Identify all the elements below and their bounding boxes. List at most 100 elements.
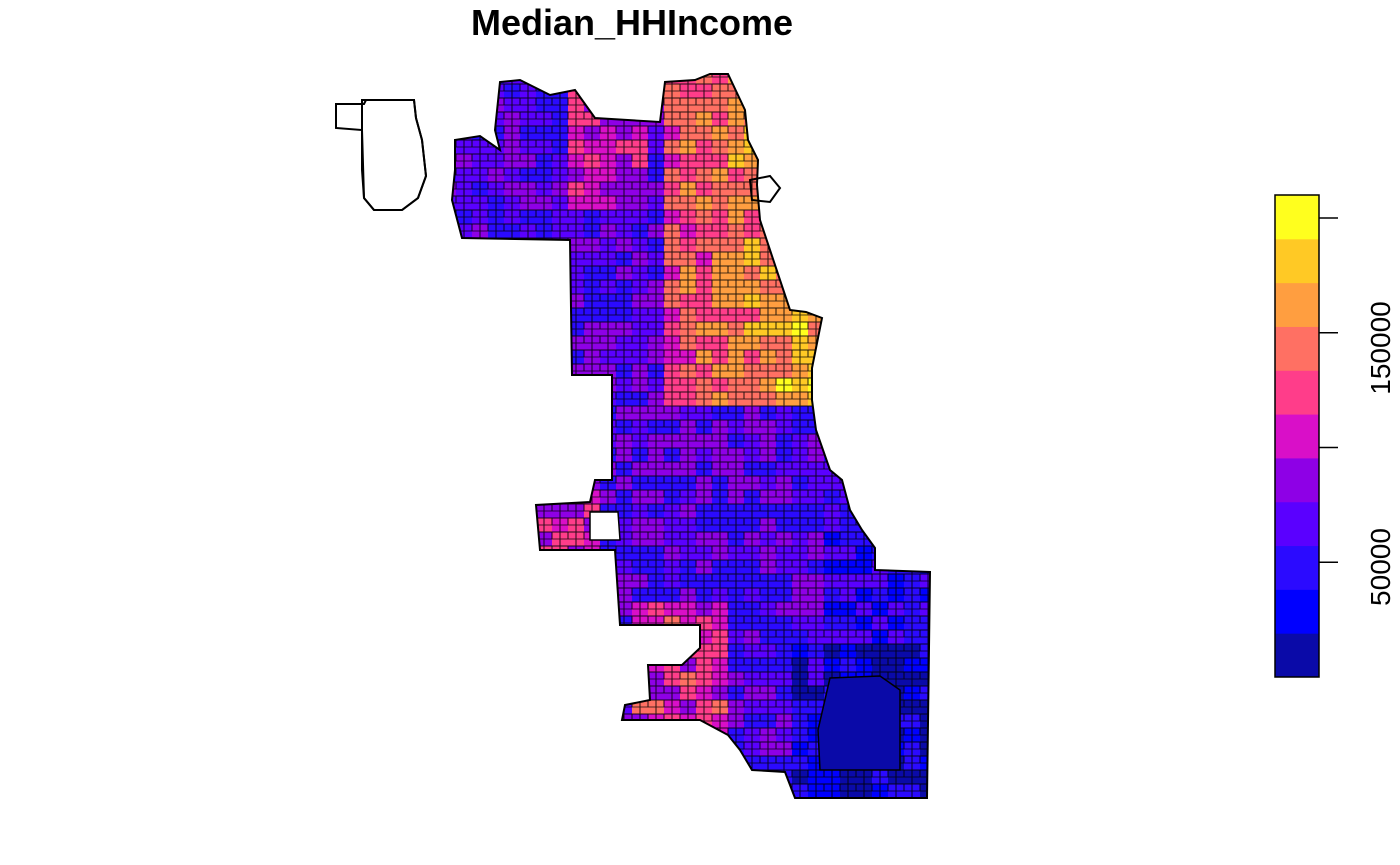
tract (504, 322, 520, 336)
tract (808, 224, 824, 238)
tract (520, 602, 536, 616)
tract (440, 742, 456, 756)
tract (648, 770, 664, 784)
tract (904, 140, 920, 154)
tract (824, 196, 840, 210)
tract (584, 784, 600, 798)
tract (904, 420, 920, 434)
tract (584, 798, 600, 812)
tract (536, 308, 552, 322)
tract (520, 504, 536, 518)
tract (840, 238, 856, 252)
tract (568, 616, 584, 630)
tract (488, 252, 504, 266)
tract (536, 672, 552, 686)
tract (488, 686, 504, 700)
legend-swatch (1275, 457, 1319, 503)
tract (504, 588, 520, 602)
tract (568, 686, 584, 700)
tract (536, 434, 552, 448)
tract (440, 560, 456, 574)
tract (488, 728, 504, 742)
tract (568, 406, 584, 420)
tract (568, 644, 584, 658)
tract (504, 504, 520, 518)
tract (920, 126, 930, 140)
tract (808, 210, 824, 224)
tract (488, 518, 504, 532)
tract (840, 112, 856, 126)
tract (920, 392, 930, 406)
tract (616, 686, 632, 700)
tract (872, 210, 888, 224)
tract (888, 238, 904, 252)
tract (536, 644, 552, 658)
tract (904, 518, 920, 532)
tract (632, 742, 648, 756)
tract (536, 714, 552, 728)
tract (600, 742, 616, 756)
tract (520, 672, 536, 686)
tract (712, 742, 728, 756)
tract (824, 280, 840, 294)
tract (456, 322, 472, 336)
tract (888, 294, 904, 308)
tract (904, 168, 920, 182)
tract (920, 266, 930, 280)
tract (568, 574, 584, 588)
tract (856, 322, 872, 336)
tract (760, 210, 776, 224)
tract (856, 798, 872, 812)
tract (488, 798, 504, 812)
tract (616, 798, 632, 812)
tract (456, 532, 472, 546)
tract (920, 322, 930, 336)
tract (472, 798, 488, 812)
tract (472, 322, 488, 336)
tract (616, 644, 632, 658)
tract (504, 490, 520, 504)
tract (920, 448, 930, 462)
tract (456, 308, 472, 322)
tract (744, 784, 760, 798)
tract (808, 112, 824, 126)
tract (552, 658, 568, 672)
tract (776, 798, 792, 812)
tract (776, 210, 792, 224)
tract (824, 392, 840, 406)
tract (520, 434, 536, 448)
tract (808, 266, 824, 280)
tract (728, 784, 744, 798)
tract (888, 140, 904, 154)
tract (872, 126, 888, 140)
tract (632, 798, 648, 812)
tract (504, 630, 520, 644)
tract (680, 770, 696, 784)
tract (456, 602, 472, 616)
tract (520, 714, 536, 728)
tract (824, 210, 840, 224)
tract (632, 630, 648, 644)
tract (872, 476, 888, 490)
tract (520, 742, 536, 756)
tract (824, 798, 840, 812)
lakefront-tract-outline (748, 174, 782, 204)
tract (888, 420, 904, 434)
tract (536, 476, 552, 490)
tract (456, 756, 472, 770)
tract (888, 280, 904, 294)
tract (616, 784, 632, 798)
tract (600, 798, 616, 812)
tract (872, 154, 888, 168)
tract (456, 350, 472, 364)
tract (824, 84, 840, 98)
tract (504, 728, 520, 742)
tract (840, 406, 856, 420)
tract (456, 406, 472, 420)
tract (840, 434, 856, 448)
tract (552, 756, 568, 770)
tract (712, 770, 728, 784)
tract (504, 574, 520, 588)
tract (520, 322, 536, 336)
tract (776, 224, 792, 238)
